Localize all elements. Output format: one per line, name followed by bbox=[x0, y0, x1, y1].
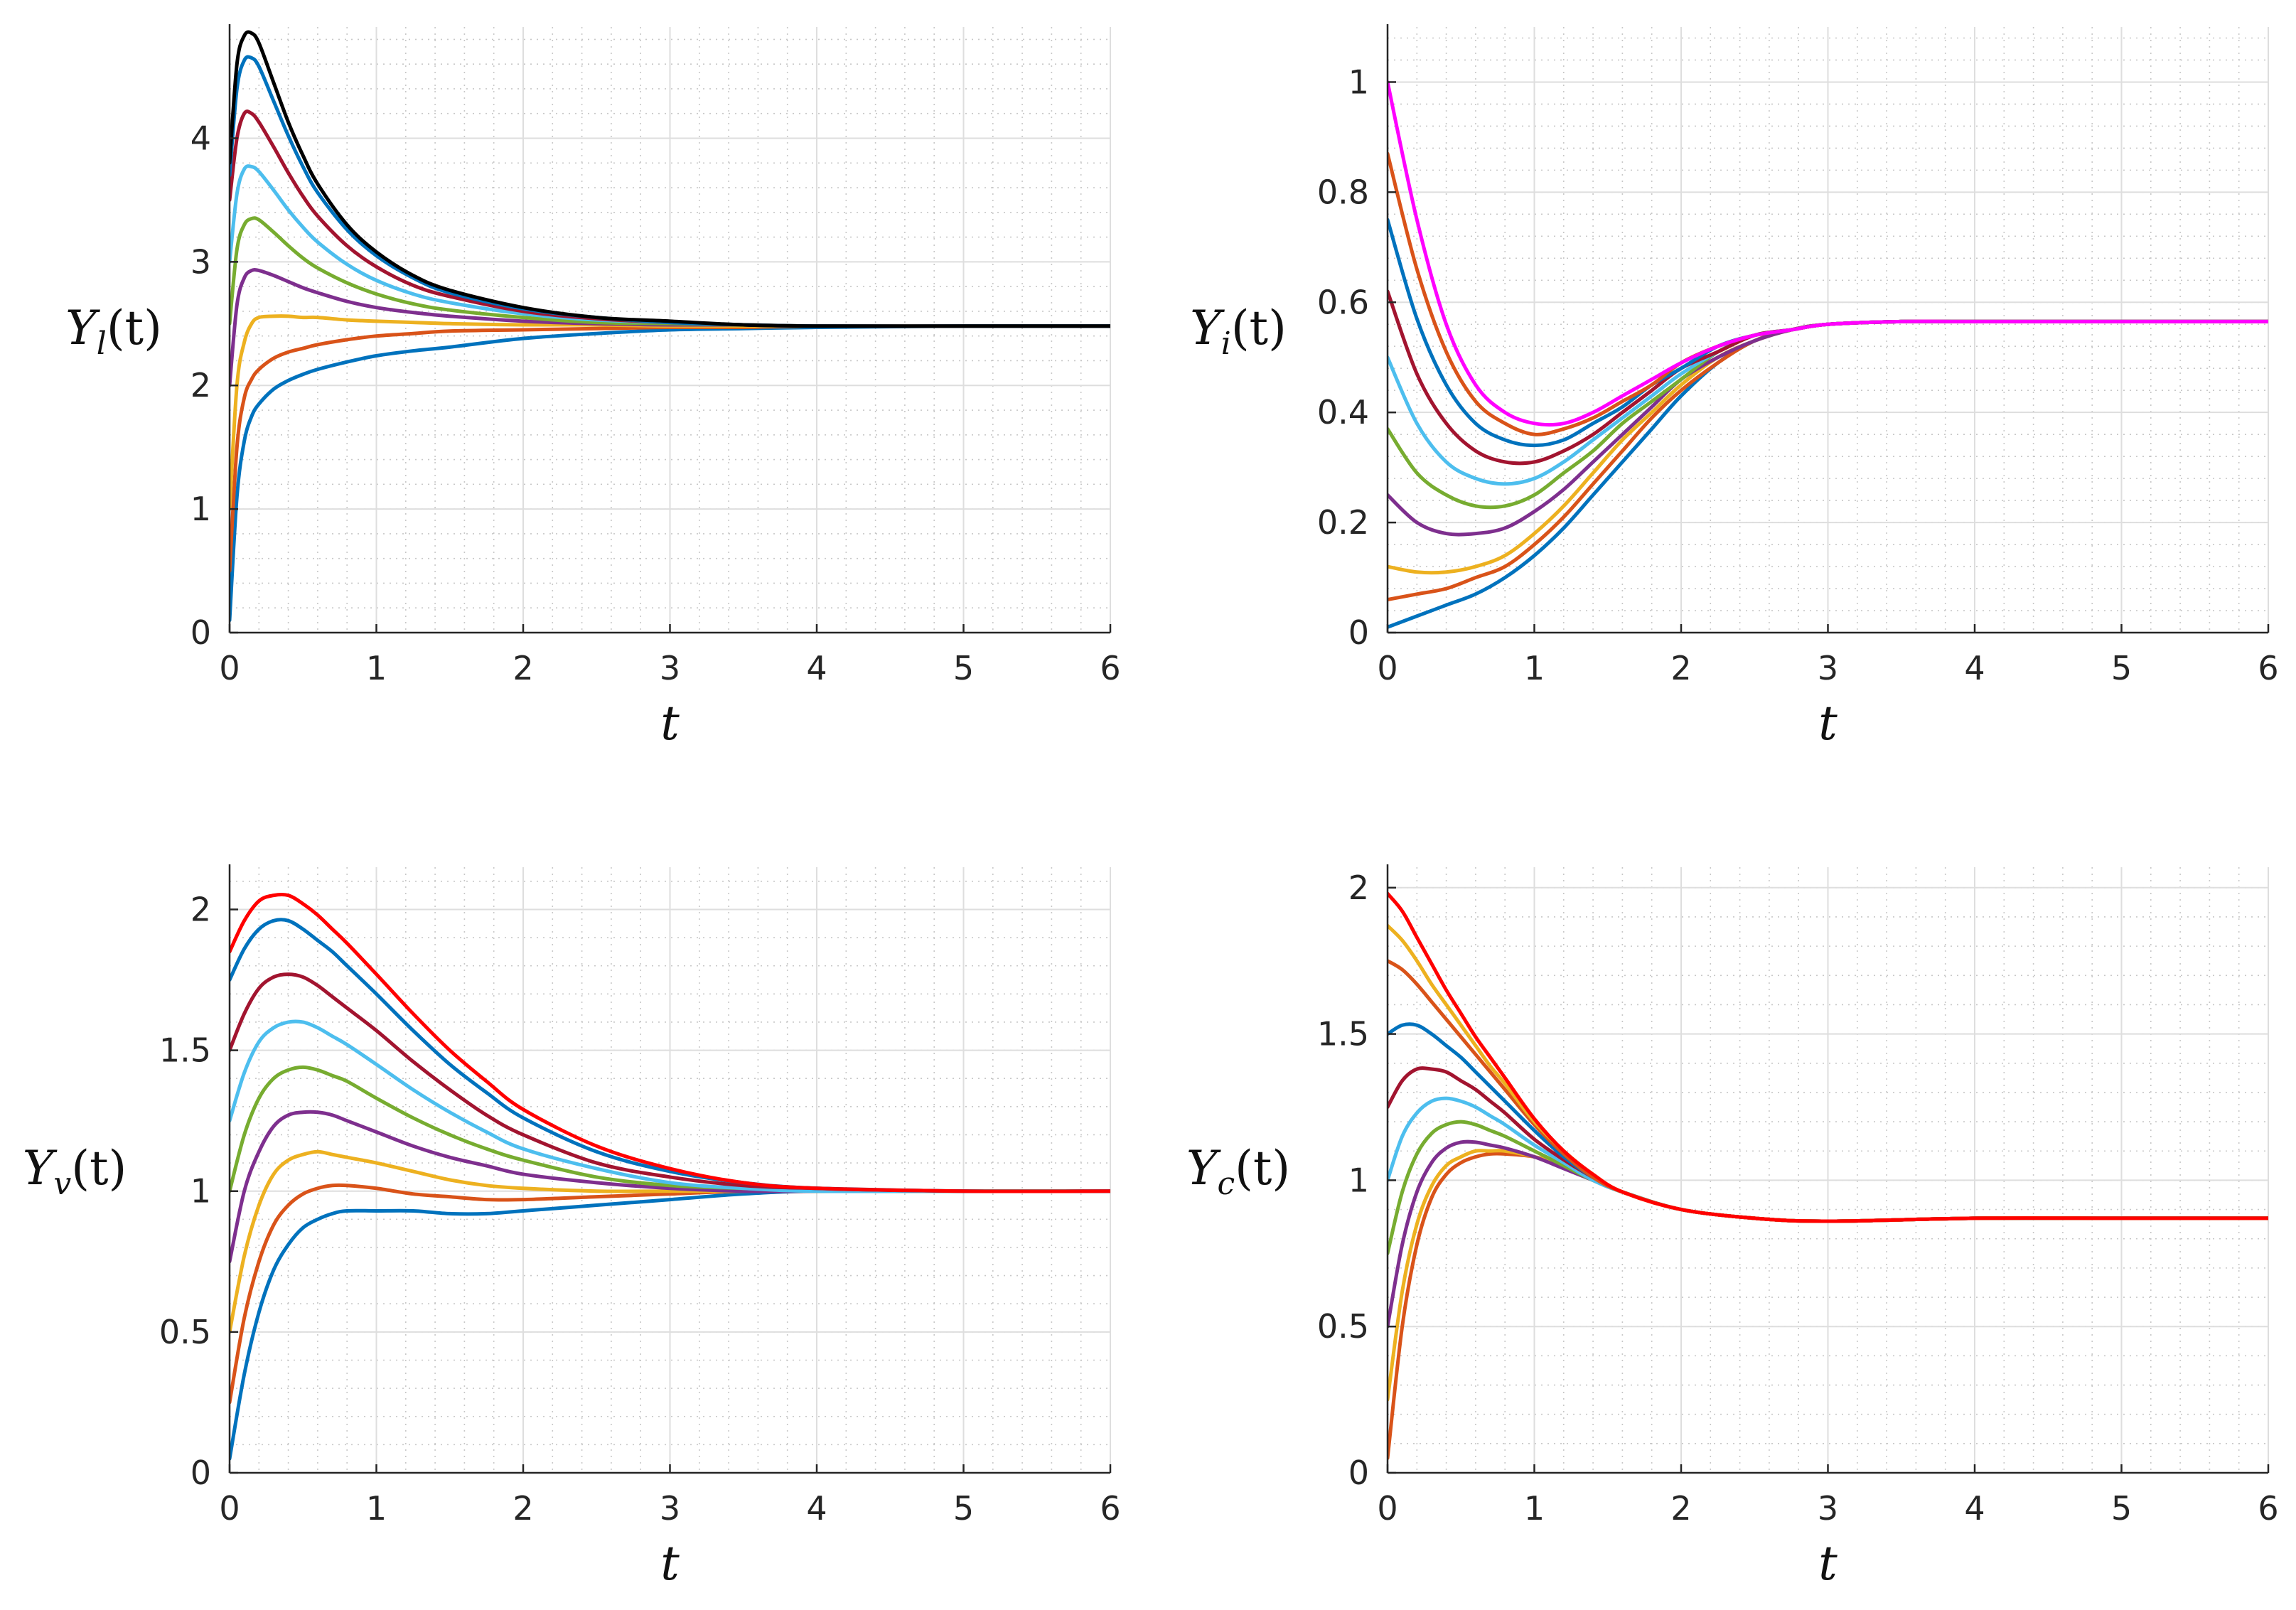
x-tick-label: 6 bbox=[1100, 649, 1120, 687]
x-tick-label: 5 bbox=[2111, 649, 2132, 687]
major-grid bbox=[1387, 867, 2269, 1474]
series-lines bbox=[230, 892, 1110, 1461]
x-tick-label: 0 bbox=[219, 1489, 240, 1528]
x-tick-label: 1 bbox=[366, 1489, 387, 1528]
y-tick-label: 2 bbox=[1348, 869, 1369, 907]
x-axis-label: t bbox=[660, 696, 680, 751]
x-tick-label: 3 bbox=[660, 649, 680, 687]
y-tick-label: 1.5 bbox=[1317, 1015, 1369, 1053]
x-tick-label: 2 bbox=[1670, 1489, 1691, 1528]
x-tick-label: 4 bbox=[1964, 1489, 1985, 1528]
major-grid bbox=[1387, 27, 2269, 633]
x-tick-label: 1 bbox=[366, 649, 387, 687]
series-line-10 bbox=[1388, 80, 2268, 427]
x-axis-label: t bbox=[660, 1536, 680, 1591]
x-tick-label: 4 bbox=[806, 1489, 827, 1528]
panel-Yl: 0 1 2 3 4 5 6 0 1 2 3 4 t Yl(t) bbox=[65, 24, 1121, 751]
x-tick-label: 0 bbox=[1377, 649, 1398, 687]
y-tick-label: 0 bbox=[1348, 613, 1369, 652]
y-axis-label: Yl(t) bbox=[65, 301, 162, 362]
x-tick-label: 2 bbox=[1670, 649, 1691, 687]
series-lines bbox=[1388, 891, 2268, 1460]
x-tick-label: 6 bbox=[1100, 1489, 1120, 1528]
x-tick-label: 4 bbox=[1964, 649, 1985, 687]
x-tick-label: 3 bbox=[660, 1489, 680, 1528]
y-tick-label: 1.5 bbox=[159, 1031, 211, 1070]
series-line-9 bbox=[230, 892, 1110, 1193]
series-line-10 bbox=[1388, 891, 2268, 1223]
y-tick-label: 1 bbox=[191, 490, 211, 528]
y-tick-label: 0 bbox=[191, 613, 211, 652]
x-tick-label: 0 bbox=[219, 649, 240, 687]
panel-Yv: 0 1 2 3 4 5 6 0 0.5 1 1.5 2 t Yv(t) bbox=[23, 864, 1121, 1591]
series-lines bbox=[230, 30, 1110, 623]
y-tick-label: 1 bbox=[191, 1172, 211, 1211]
x-tick-label: 0 bbox=[1377, 1489, 1398, 1528]
y-tick-label: 2 bbox=[191, 366, 211, 404]
y-tick-label: 2 bbox=[191, 890, 211, 928]
x-tick-label: 3 bbox=[1818, 1489, 1838, 1528]
y-tick-label: 0.6 bbox=[1317, 283, 1369, 321]
y-tick-label: 1 bbox=[1348, 63, 1369, 101]
x-tick-label: 2 bbox=[513, 649, 533, 687]
y-tick-label: 1 bbox=[1348, 1161, 1369, 1199]
y-axis-label: Yv(t) bbox=[23, 1141, 127, 1202]
x-tick-label: 2 bbox=[513, 1489, 533, 1528]
series-lines bbox=[1388, 80, 2268, 629]
y-axis-label: Yc(t) bbox=[1186, 1141, 1290, 1202]
y-tick-label: 4 bbox=[191, 119, 211, 157]
x-tick-label: 1 bbox=[1524, 1489, 1545, 1528]
major-grid bbox=[229, 27, 1111, 633]
x-axis-label: t bbox=[1818, 696, 1838, 751]
panel-Yi: 0 1 2 3 4 5 6 0 0.2 0.4 0.6 0.8 1 t Yi(t) bbox=[1190, 24, 2279, 751]
x-tick-label: 5 bbox=[953, 1489, 974, 1528]
x-tick-label: 4 bbox=[806, 649, 827, 687]
y-axis-label: Yi(t) bbox=[1190, 301, 1287, 362]
panel-Yc: 0 1 2 3 4 5 6 0 0.5 1 1.5 2 t Yc(t) bbox=[1186, 864, 2279, 1591]
x-tick-label: 5 bbox=[953, 649, 974, 687]
x-tick-label: 1 bbox=[1524, 649, 1545, 687]
y-tick-label: 0.5 bbox=[1317, 1307, 1369, 1346]
x-axis-label: t bbox=[1818, 1536, 1838, 1591]
series-line-6 bbox=[230, 1019, 1110, 1193]
x-tick-label: 6 bbox=[2258, 1489, 2278, 1528]
y-tick-label: 3 bbox=[191, 242, 211, 281]
x-tick-label: 5 bbox=[2111, 1489, 2132, 1528]
y-tick-label: 0.4 bbox=[1317, 393, 1369, 431]
series-line-9 bbox=[230, 30, 1110, 328]
y-tick-label: 0 bbox=[1348, 1454, 1369, 1492]
y-tick-label: 0.8 bbox=[1317, 173, 1369, 211]
x-tick-label: 3 bbox=[1818, 649, 1838, 687]
y-tick-label: 0.5 bbox=[159, 1313, 211, 1351]
x-tick-label: 6 bbox=[2258, 649, 2278, 687]
y-tick-label: 0.2 bbox=[1317, 503, 1369, 542]
y-tick-label: 0 bbox=[191, 1454, 211, 1492]
